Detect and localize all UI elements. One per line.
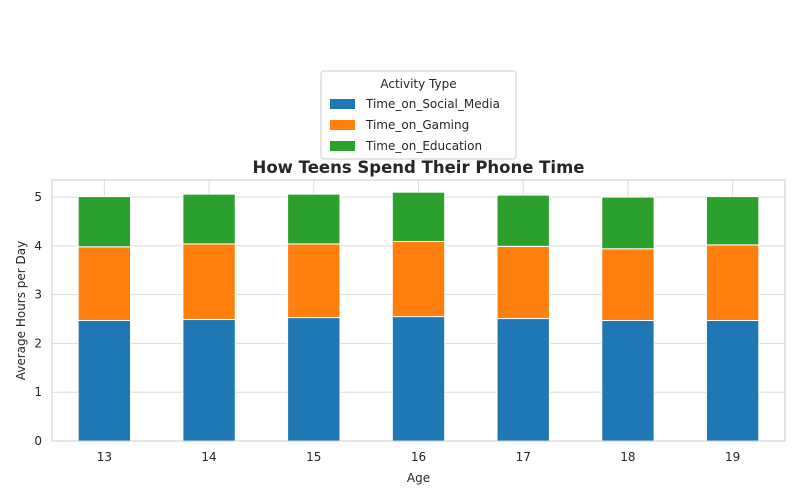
y-tick-label: 3 <box>34 288 42 302</box>
legend: Activity Type Time_on_Social_Media Time_o… <box>320 70 517 160</box>
bar-segment-time-on-gaming-age-15 <box>287 243 341 319</box>
y-tick-label: 5 <box>34 190 42 204</box>
legend-title: Activity Type <box>380 77 456 91</box>
bar-segment-time-on-education-age-16 <box>391 191 446 242</box>
bar-segment-time-on-gaming-age-19 <box>705 244 760 322</box>
y-tick-label: 4 <box>34 239 42 253</box>
bar-segment-time-on-education-age-13 <box>77 196 132 248</box>
bar-segment-time-on-education-age-18 <box>601 196 655 250</box>
y-tick-label: 0 <box>34 434 42 448</box>
bar-segment-time-on-gaming-age-13 <box>77 246 132 322</box>
ticks: 0 1 2 3 4 5 13 14 15 16 17 18 19 <box>34 190 740 464</box>
y-axis-label: Average Hours per Day <box>14 241 28 381</box>
bar-segment-time-on-gaming-age-18 <box>601 248 655 322</box>
y-tick-label: 2 <box>34 336 42 350</box>
legend-swatch <box>330 99 355 109</box>
bar-segment-time-on-education-age-14 <box>182 193 236 245</box>
bar-segment-time-on-education-age-17 <box>496 194 550 247</box>
x-tick-label: 17 <box>516 450 531 464</box>
plot-frame <box>51 179 786 442</box>
bar-segment-time-on-social-media-age-19 <box>705 320 760 442</box>
legend-label: Time_on_Social_Media <box>365 97 500 111</box>
bar-segment-time-on-social-media-age-13 <box>77 320 132 442</box>
legend-label: Time_on_Gaming <box>365 118 469 132</box>
x-tick-label: 16 <box>411 450 426 464</box>
x-axis-label: Age <box>407 471 430 485</box>
legend-frame <box>320 70 517 160</box>
bar-segment-time-on-social-media-age-14 <box>182 319 236 442</box>
bar-segment-time-on-education-age-15 <box>287 193 341 245</box>
legend-swatch <box>330 120 355 130</box>
legend-label: Time_on_Education <box>365 139 482 153</box>
legend-swatch <box>330 141 355 151</box>
chart-title: How Teens Spend Their Phone Time <box>253 158 585 177</box>
bars <box>77 191 760 442</box>
x-tick-label: 19 <box>725 450 740 464</box>
y-tick-label: 1 <box>34 385 42 399</box>
bar-segment-time-on-social-media-age-18 <box>601 320 655 442</box>
bar-segment-time-on-social-media-age-16 <box>391 316 446 442</box>
x-tick-label: 18 <box>620 450 635 464</box>
bar-segment-time-on-gaming-age-16 <box>391 240 446 318</box>
x-tick-label: 15 <box>306 450 321 464</box>
bar-segment-time-on-gaming-age-17 <box>496 245 550 320</box>
bar-segment-time-on-education-age-19 <box>705 196 760 246</box>
x-tick-label: 13 <box>97 450 112 464</box>
bar-segment-time-on-social-media-age-17 <box>496 318 550 442</box>
bar-segment-time-on-social-media-age-15 <box>287 317 341 442</box>
x-tick-label: 14 <box>201 450 216 464</box>
bar-segment-time-on-gaming-age-14 <box>182 243 236 321</box>
